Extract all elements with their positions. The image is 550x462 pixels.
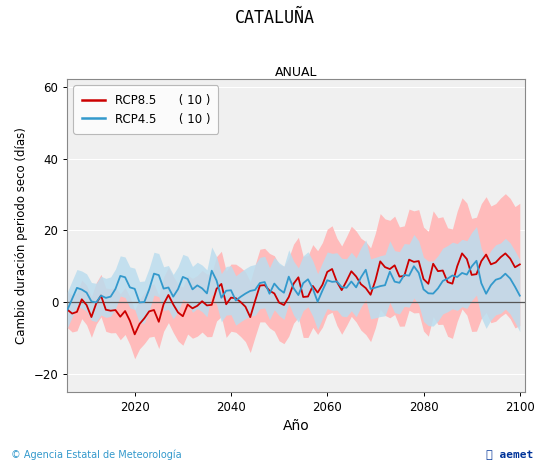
Y-axis label: Cambio duración periodo seco (días): Cambio duración periodo seco (días) bbox=[15, 128, 28, 344]
Legend: RCP8.5      ( 10 ), RCP4.5      ( 10 ): RCP8.5 ( 10 ), RCP4.5 ( 10 ) bbox=[73, 85, 218, 134]
X-axis label: Año: Año bbox=[283, 419, 309, 433]
Text: Ⓠ aemet: Ⓠ aemet bbox=[486, 450, 534, 460]
Title: ANUAL: ANUAL bbox=[274, 67, 317, 79]
Text: © Agencia Estatal de Meteorología: © Agencia Estatal de Meteorología bbox=[11, 449, 182, 460]
Text: CATALUÑA: CATALUÑA bbox=[235, 9, 315, 27]
